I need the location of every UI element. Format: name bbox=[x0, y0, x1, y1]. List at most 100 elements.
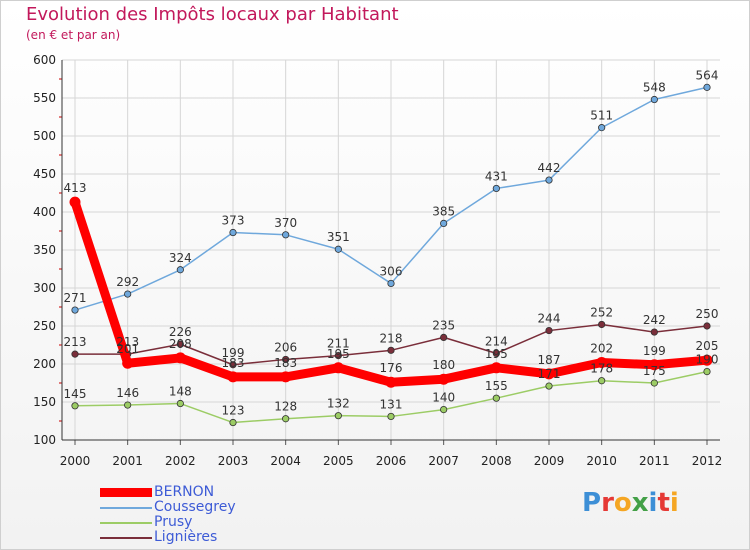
point-lignires-2011 bbox=[650, 328, 658, 336]
point-lignires-2004 bbox=[282, 355, 290, 364]
point-bernon-2003 bbox=[227, 371, 239, 383]
data-label-lignires-2006: 218 bbox=[380, 331, 403, 345]
point-bernon-2005 bbox=[332, 362, 344, 374]
point-lignires-2003 bbox=[229, 361, 237, 369]
point-coussegrey-2001 bbox=[124, 290, 132, 298]
point-prusy-2007 bbox=[440, 405, 448, 414]
data-label-lignires-2011: 242 bbox=[643, 313, 666, 327]
point-coussegrey-2007 bbox=[440, 219, 448, 227]
data-label-lignires-2008: 214 bbox=[485, 334, 508, 348]
legend-label-prusy: Prusy bbox=[154, 514, 193, 530]
data-label-bernon-2008: 195 bbox=[485, 347, 508, 361]
point-lignires-2012 bbox=[703, 322, 711, 330]
point-prusy-2001 bbox=[124, 401, 132, 409]
data-label-coussegrey-2012: 564 bbox=[696, 68, 719, 82]
logo-letter: i bbox=[669, 488, 679, 518]
y-tick-label-150: 150 bbox=[33, 395, 56, 409]
y-tick-label-550: 550 bbox=[33, 91, 56, 105]
data-label-coussegrey-2011: 548 bbox=[643, 81, 666, 95]
point-prusy-2005 bbox=[334, 412, 342, 420]
data-label-prusy-2011: 175 bbox=[643, 364, 666, 378]
data-label-coussegrey-2001: 292 bbox=[116, 275, 139, 289]
data-label-bernon-2009: 187 bbox=[538, 353, 561, 367]
legend-swatch-lignieres bbox=[100, 537, 152, 539]
point-lignires-2007 bbox=[440, 333, 448, 341]
point-prusy-2006 bbox=[387, 412, 395, 421]
point-lignires-2010 bbox=[598, 320, 606, 329]
data-label-lignires-2000: 213 bbox=[64, 335, 87, 349]
point-prusy-2010 bbox=[598, 377, 606, 385]
data-label-bernon-2005: 195 bbox=[327, 347, 350, 361]
data-label-bernon-2010: 202 bbox=[590, 341, 613, 355]
x-tick-label-2002: 2002 bbox=[165, 454, 196, 468]
data-label-lignires-2005: 211 bbox=[327, 337, 350, 351]
x-tick-label-2000: 2000 bbox=[60, 454, 91, 468]
legend-label-bernon: BERNON bbox=[154, 484, 215, 500]
logo-letter: P bbox=[582, 488, 602, 518]
x-tick-label-2011: 2011 bbox=[639, 454, 670, 468]
y-tick-label-400: 400 bbox=[33, 205, 56, 219]
data-label-bernon-2003: 183 bbox=[222, 356, 245, 370]
point-prusy-2000 bbox=[71, 402, 79, 410]
data-label-prusy-2000: 145 bbox=[64, 387, 87, 401]
point-lignires-2005 bbox=[334, 352, 342, 360]
point-lignires-2008 bbox=[492, 349, 500, 357]
data-label-bernon-2012: 205 bbox=[696, 339, 719, 353]
data-label-prusy-2007: 140 bbox=[432, 391, 455, 405]
data-label-bernon-2001: 201 bbox=[116, 342, 139, 356]
point-prusy-2009 bbox=[545, 382, 553, 390]
x-tick-label-2005: 2005 bbox=[323, 454, 354, 468]
data-label-prusy-2004: 128 bbox=[274, 400, 297, 414]
legend-swatch-bernon bbox=[100, 488, 152, 497]
legend-label-lignieres: Lignières bbox=[154, 529, 218, 545]
point-coussegrey-2012 bbox=[703, 83, 711, 91]
point-bernon-2011 bbox=[648, 359, 660, 371]
data-label-bernon-2000: 413 bbox=[64, 181, 87, 195]
data-label-bernon-2002: 208 bbox=[169, 337, 192, 351]
x-tick-label-2001: 2001 bbox=[112, 454, 143, 468]
logo-letter: x bbox=[631, 488, 649, 518]
x-tick-label-2012: 2012 bbox=[692, 454, 723, 468]
data-label-coussegrey-2008: 431 bbox=[485, 169, 508, 183]
y-tick-label-300: 300 bbox=[33, 281, 56, 295]
data-label-lignires-2009: 244 bbox=[538, 312, 561, 326]
legend-swatch-coussegrey bbox=[100, 507, 152, 509]
x-tick-label-2006: 2006 bbox=[376, 454, 407, 468]
point-bernon-2000 bbox=[69, 196, 81, 208]
point-coussegrey-2006 bbox=[387, 279, 395, 288]
data-label-lignires-2010: 252 bbox=[590, 305, 613, 319]
y-tick-label-200: 200 bbox=[33, 357, 56, 371]
x-tick-label-2009: 2009 bbox=[534, 454, 565, 468]
x-tick-label-2007: 2007 bbox=[428, 454, 459, 468]
data-label-coussegrey-2007: 385 bbox=[432, 204, 455, 218]
proxiti-logo: Proxiti bbox=[582, 488, 679, 518]
point-coussegrey-2004 bbox=[282, 231, 290, 239]
data-label-coussegrey-2000: 271 bbox=[64, 291, 87, 305]
point-bernon-2012 bbox=[701, 354, 713, 366]
data-label-coussegrey-2005: 351 bbox=[327, 230, 350, 244]
point-coussegrey-2010 bbox=[598, 124, 606, 132]
point-coussegrey-2000 bbox=[71, 306, 79, 314]
data-label-lignires-2003: 199 bbox=[222, 346, 245, 360]
point-prusy-2008 bbox=[492, 394, 500, 402]
legend-label-coussegrey: Coussegrey bbox=[154, 499, 236, 515]
point-coussegrey-2002 bbox=[176, 266, 184, 274]
logo-letter: t bbox=[657, 488, 670, 518]
logo-letter: o bbox=[613, 488, 632, 518]
data-label-prusy-2001: 146 bbox=[116, 386, 139, 400]
data-label-lignires-2001: 213 bbox=[116, 335, 139, 349]
x-tick-label-2004: 2004 bbox=[270, 454, 301, 468]
y-tick-label-100: 100 bbox=[33, 433, 56, 447]
data-label-lignires-2004: 206 bbox=[274, 340, 297, 354]
data-label-coussegrey-2004: 370 bbox=[274, 216, 297, 230]
data-label-prusy-2012: 190 bbox=[696, 353, 719, 367]
data-label-coussegrey-2006: 306 bbox=[380, 264, 403, 278]
point-lignires-2000 bbox=[71, 350, 79, 358]
y-tick-label-500: 500 bbox=[33, 129, 56, 143]
y-tick-label-250: 250 bbox=[33, 319, 56, 333]
point-coussegrey-2005 bbox=[334, 245, 342, 253]
data-label-prusy-2003: 123 bbox=[222, 404, 245, 418]
point-lignires-2009 bbox=[545, 326, 553, 335]
